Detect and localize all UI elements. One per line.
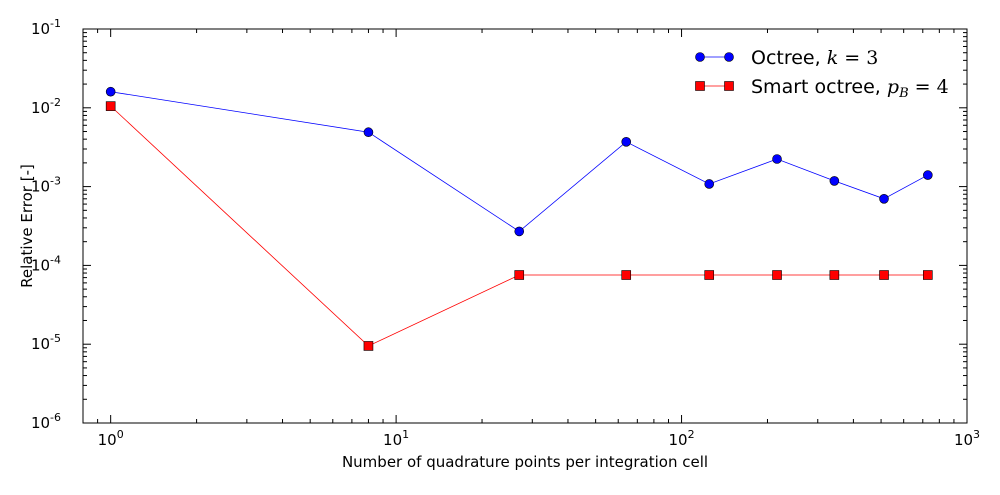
legend: Octree, k = 3 Smart octree, pB = 4 (695, 47, 949, 101)
y-tick-label: 10-1 (31, 17, 61, 38)
legend-marker (724, 52, 734, 62)
legend-marker (695, 81, 705, 91)
data-point (829, 176, 840, 186)
y-tick-label: 10-5 (31, 332, 61, 353)
y-tick-exponent: -5 (50, 332, 61, 345)
y-tick-exponent: -2 (50, 96, 61, 109)
data-point (772, 270, 782, 280)
x-tick-exponent: 2 (688, 428, 695, 441)
legend-math-sub: B (898, 86, 909, 101)
legend-math-rest: = 4 (909, 76, 949, 98)
series-line (110, 91, 929, 232)
data-point (363, 341, 374, 351)
data-point (923, 170, 933, 180)
data-point (105, 86, 116, 97)
data-point (923, 270, 933, 280)
legend-marker (724, 81, 734, 91)
data-point (514, 270, 525, 280)
legend-label: Octree, k = 3 (751, 47, 878, 69)
x-tick-label: 102 (669, 428, 695, 449)
y-tick-exponent: -3 (50, 175, 61, 188)
data-point (704, 179, 715, 189)
data-point (879, 194, 889, 204)
legend-math: k (827, 47, 839, 69)
data-point (772, 154, 782, 164)
data-point (621, 270, 632, 280)
data-point (704, 270, 715, 280)
data-point (829, 270, 840, 280)
x-tick-label: 100 (98, 428, 124, 449)
x-axis-label: Number of quadrature points per integrat… (342, 453, 708, 471)
x-tick-exponent: 0 (117, 428, 124, 441)
x-tick-label: 101 (383, 428, 409, 449)
legend-text: Smart octree, (751, 76, 887, 98)
y-tick-label: 10-6 (31, 411, 61, 432)
data-point (621, 137, 632, 147)
legend-label: Smart octree, pB = 4 (751, 76, 949, 101)
data-point (105, 101, 116, 111)
data-point (879, 270, 889, 280)
series-line (110, 105, 928, 347)
data-point (514, 226, 525, 237)
x-tick-exponent: 1 (402, 428, 409, 441)
y-axis-label: Relative Error [-] (18, 164, 36, 288)
series-layer (105, 86, 933, 351)
series-0 (105, 86, 933, 237)
x-tick-label: 103 (954, 428, 980, 449)
legend-marker (695, 52, 705, 62)
y-tick-exponent: -6 (50, 411, 61, 424)
x-tick-exponent: 3 (973, 428, 980, 441)
y-tick-label: 10-2 (31, 96, 61, 117)
series-1 (105, 101, 933, 351)
y-tick-exponent: -4 (50, 253, 61, 266)
legend-math: p (887, 76, 899, 98)
plot-frame (82, 28, 968, 424)
data-point (363, 127, 374, 138)
legend-text: Octree, (751, 47, 827, 69)
legend-math-rest: = 3 (838, 47, 878, 69)
y-tick-exponent: -1 (50, 17, 61, 30)
